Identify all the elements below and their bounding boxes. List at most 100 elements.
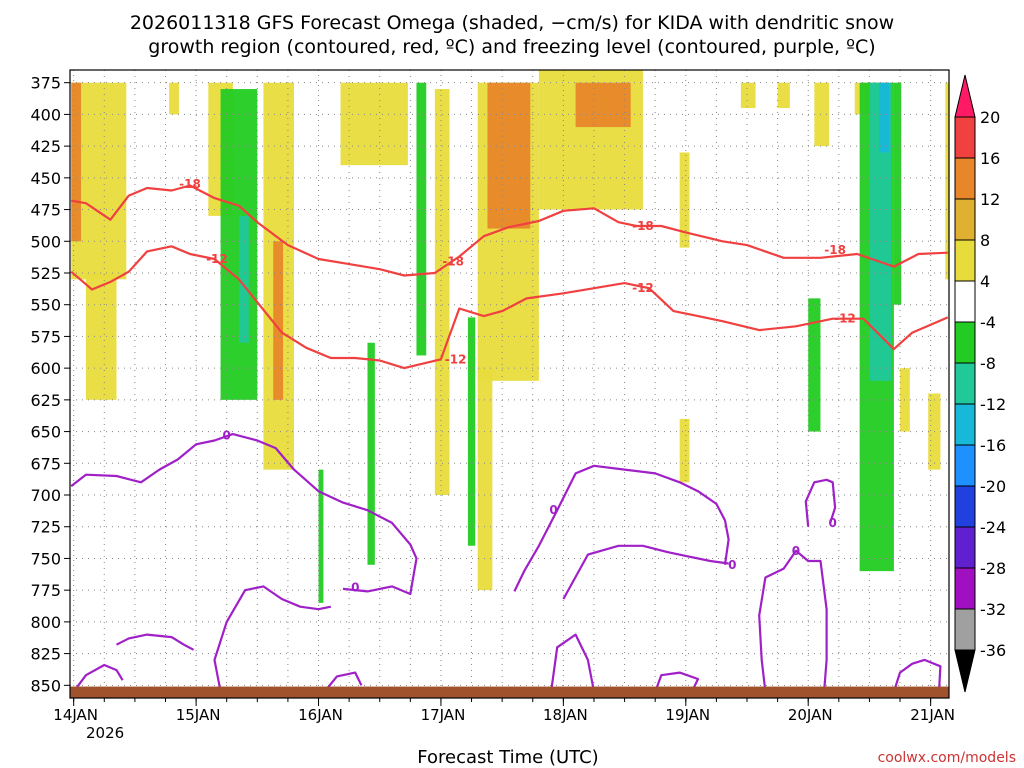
dgz-contour--12 [70, 245, 949, 370]
contour-label: -18 [179, 177, 201, 191]
colorbar-swatch [954, 280, 976, 323]
colorbar-tick-label: 20 [980, 108, 1000, 127]
contour-label: -18 [442, 255, 464, 269]
y-axis-tick-label: 600 [30, 359, 61, 378]
plot-area: -18 -12 -18 -12 -18 -12 -18 -12 0 0 0 0 0 0 [69, 69, 950, 699]
omega-region-yellow [169, 82, 179, 115]
freezing-level-contour [213, 585, 332, 692]
y-axis: 375 400 425 450 475 500 525 550 575 600 625 650 675 7… [30, 74, 70, 695]
x-axis-tick-label: 19JAN [665, 706, 710, 724]
omega-region-teal [869, 82, 892, 381]
omega-region-teal [238, 215, 249, 343]
colorbar-tick-label: 8 [980, 231, 990, 250]
x-axis-tick-label: 20JAN [788, 706, 833, 724]
colorbar-swatch [954, 362, 976, 405]
omega-region-yellow [814, 82, 830, 147]
contour-label: 0 [829, 516, 837, 530]
contour-label: 0 [351, 581, 359, 595]
y-axis-tick-label: 700 [30, 486, 61, 505]
omega-region-green [893, 82, 902, 305]
x-axis-tick-label: 21JAN [910, 706, 955, 724]
freezing-level-contour [513, 464, 730, 592]
contour-label: -12 [834, 312, 856, 326]
colorbar-tick-label: 4 [980, 272, 990, 291]
omega-shading-layer [71, 70, 949, 603]
freezing-level-contour [323, 671, 363, 693]
omega-region-orange [575, 82, 631, 128]
omega-region-yellow [679, 152, 690, 248]
chart-title-line1: 2026011318 GFS Forecast Omega (shaded, −… [130, 12, 894, 34]
contour-layer [70, 184, 949, 693]
omega-region-yellow [945, 82, 949, 280]
contour-label-layer: -18 -12 -18 -12 -18 -12 -18 -12 0 0 0 0 0 0 [179, 177, 856, 595]
colorbar-bottom-triangle [954, 649, 976, 693]
x-axis-title: Forecast Time (UTC) [417, 747, 598, 768]
y-axis-tick-label: 625 [30, 391, 61, 410]
x-axis-tick-label: 15JAN [176, 706, 221, 724]
x-axis-year-label: 2026 [86, 724, 124, 742]
colorbar-swatch [954, 567, 976, 610]
omega-colorbar: 20 16 12 8 4 -4 -8 -12 -16 -20 -24 -28 -32 -36 [954, 74, 1006, 693]
x-axis-tick-label: 14JAN [53, 706, 98, 724]
freezing-level-contour [804, 478, 837, 527]
freezing-level-contour [562, 544, 729, 600]
omega-region-orange [487, 82, 531, 229]
contour-label: 0 [223, 428, 231, 442]
colorbar-swatch [954, 526, 976, 569]
colorbar-swatch [954, 198, 976, 241]
y-axis-tick-label: 575 [30, 327, 61, 346]
chart-title-line2: growth region (contoured, red, ºC) and f… [148, 36, 875, 58]
freezing-level-contour [892, 658, 942, 693]
contour-label: -12 [445, 352, 467, 366]
colorbar-swatch [954, 239, 976, 282]
omega-region-yellow [477, 368, 493, 591]
y-axis-tick-label: 750 [30, 549, 61, 568]
freezing-level-contour [654, 671, 700, 693]
freezing-level-contour [758, 549, 828, 692]
omega-region-green [318, 469, 324, 603]
colorbar-swatch [954, 485, 976, 528]
colorbar-tick-label: -4 [980, 313, 996, 332]
colorbar-tick-label: -12 [980, 395, 1006, 414]
colorbar-swatch [954, 444, 976, 487]
colorbar-tick-label: -36 [980, 641, 1006, 660]
omega-region-yellow [679, 418, 690, 483]
y-axis-tick-label: 450 [30, 169, 61, 188]
omega-region-yellow [740, 82, 756, 109]
colorbar-tick-label: -24 [980, 518, 1006, 537]
y-axis-tick-label: 425 [30, 137, 61, 156]
credit-link[interactable]: coolwx.com/models [878, 750, 1016, 766]
omega-region-yellow [85, 272, 117, 400]
colorbar-tick-label: 16 [980, 149, 1000, 168]
y-axis-tick-label: 525 [30, 264, 61, 283]
contour-label: -18 [824, 243, 846, 257]
y-axis-tick-label: 850 [30, 676, 61, 695]
omega-region-yellow [777, 82, 790, 109]
colorbar-swatch [954, 608, 976, 651]
y-axis-tick-label: 475 [30, 201, 61, 220]
omega-region-yellow [538, 70, 643, 83]
omega-region-yellow [340, 82, 408, 166]
colorbar-tick-label: -28 [980, 559, 1006, 578]
contour-label: 0 [549, 503, 557, 517]
colorbar-swatch [954, 116, 976, 159]
freezing-level-contour [115, 633, 195, 651]
contour-label: 0 [728, 558, 736, 572]
contour-label: -12 [632, 281, 654, 295]
colorbar-swatch [954, 321, 976, 364]
omega-region-orange [71, 82, 82, 242]
y-axis-tick-label: 675 [30, 454, 61, 473]
omega-region-green [416, 82, 427, 356]
plot-frame [69, 69, 950, 699]
contour-label: -18 [632, 219, 654, 233]
grid-lines [70, 70, 949, 698]
colorbar-tick-label: -32 [980, 600, 1006, 619]
y-axis-tick-label: 375 [30, 74, 61, 93]
contour-label: 0 [792, 544, 800, 558]
y-axis-tick-label: 550 [30, 296, 61, 315]
freezing-level-contour [550, 633, 596, 692]
y-axis-tick-label: 825 [30, 645, 61, 664]
freezing-level-contour [70, 433, 418, 596]
omega-region-blue [879, 82, 890, 153]
